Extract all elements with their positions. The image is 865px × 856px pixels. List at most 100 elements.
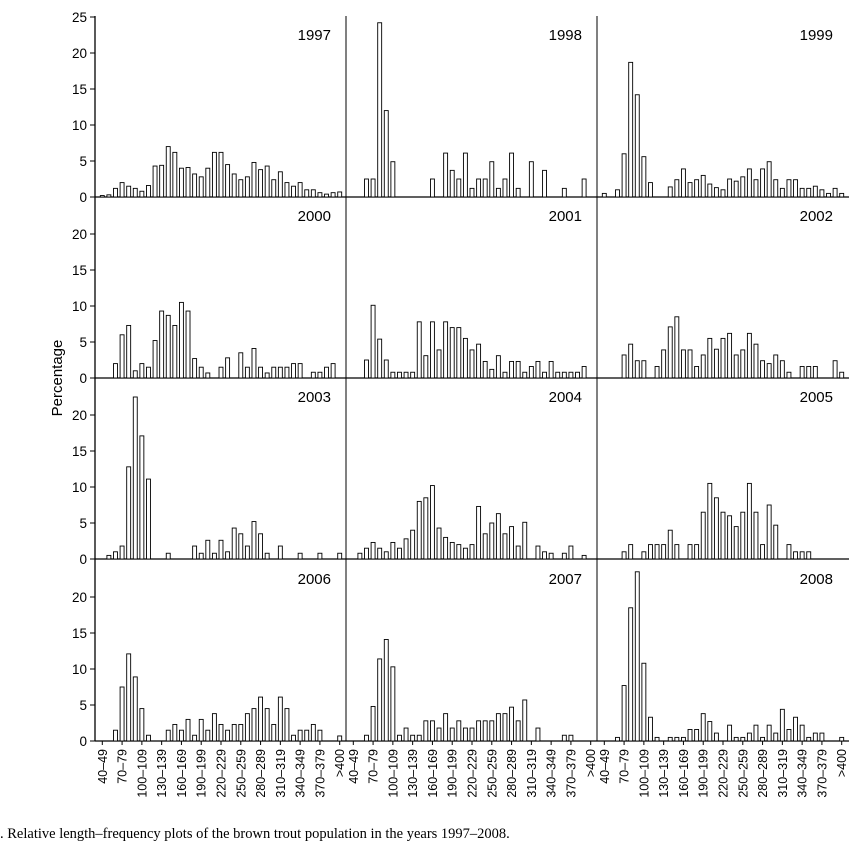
bar [106, 554, 112, 560]
bar [786, 179, 792, 198]
bar [364, 359, 369, 379]
bar [786, 729, 792, 742]
bar [700, 354, 706, 379]
panel-1998: 1998 [364, 22, 587, 198]
bar [812, 185, 818, 198]
bar [364, 178, 369, 198]
bar [621, 551, 627, 560]
bar [205, 729, 211, 742]
bar [476, 178, 482, 198]
bar [231, 527, 237, 560]
bar [515, 720, 521, 742]
bar [812, 732, 818, 742]
bar [198, 718, 204, 742]
bar [423, 355, 429, 379]
bar [779, 360, 785, 379]
x-tick-label: 190–199 [446, 749, 460, 798]
bar [456, 327, 462, 379]
bar [687, 544, 693, 560]
bar [165, 314, 171, 379]
y-tick-label: 15 [72, 263, 87, 278]
bar [628, 544, 634, 560]
bar [251, 161, 257, 198]
y-tick-label: 10 [72, 118, 87, 133]
bar [291, 363, 296, 379]
bar [489, 368, 495, 379]
bar [515, 545, 521, 560]
bar [165, 552, 171, 560]
bar [740, 511, 746, 560]
x-tick-label: 100–109 [386, 749, 400, 798]
bar [244, 366, 250, 379]
bar [548, 552, 554, 560]
y-axis: 0 5 10 15 20 [72, 227, 95, 386]
bar [621, 354, 627, 379]
x-axis: 40–49 70–79 100–109 130–139 160–169 190–199 22… [96, 741, 347, 798]
y-tick-label: 5 [79, 516, 87, 531]
bar [601, 192, 607, 198]
bar [674, 179, 680, 198]
bar [522, 521, 528, 560]
bar [337, 552, 343, 560]
bar [561, 187, 567, 198]
bar [297, 363, 303, 379]
y-tick-label: 5 [79, 154, 87, 169]
bar [258, 533, 263, 560]
bar [205, 372, 211, 379]
bar [681, 736, 686, 742]
bar [694, 544, 700, 560]
bar [615, 736, 620, 742]
y-axis: 0 5 10 15 20 [72, 408, 95, 567]
bar [535, 545, 541, 560]
bar [370, 705, 376, 742]
bar [793, 551, 798, 560]
bar [509, 526, 514, 560]
y-tick-label: 0 [79, 734, 87, 749]
bar [561, 552, 567, 560]
bar [542, 169, 547, 198]
bar [423, 720, 429, 742]
bar [277, 366, 283, 379]
bar [211, 713, 217, 742]
bar [753, 724, 759, 742]
bar [746, 732, 752, 742]
y-tick-label: 20 [72, 46, 87, 61]
bar [192, 545, 198, 560]
bar [410, 371, 416, 379]
bar [495, 713, 501, 742]
bar [218, 723, 224, 742]
bar [357, 552, 363, 560]
x-tick-label: 280–289 [505, 749, 519, 798]
bar [436, 527, 442, 560]
bar [495, 513, 501, 560]
bar [152, 165, 158, 198]
bar [416, 500, 422, 560]
bar [172, 324, 178, 379]
bar [198, 176, 204, 198]
bar [727, 724, 733, 742]
panel-year-label: 2002 [800, 208, 833, 225]
y-tick-label: 15 [72, 82, 87, 97]
bar [126, 185, 132, 198]
y-tick-label: 5 [79, 335, 87, 350]
bar [621, 685, 627, 742]
bar [449, 727, 455, 742]
panel-2003: 2003 [106, 389, 343, 560]
bar [773, 524, 779, 560]
bar [192, 358, 198, 379]
bar [225, 729, 231, 742]
y-axis-label: Percentage [49, 340, 66, 417]
bar [482, 178, 488, 198]
x-tick-label: 370–379 [815, 749, 829, 798]
y-tick-label: 20 [72, 590, 87, 605]
bar [694, 729, 700, 742]
bar [648, 716, 653, 742]
bar [654, 366, 660, 379]
bar [575, 371, 580, 379]
bar [390, 161, 396, 198]
bar [126, 324, 132, 379]
bar [456, 178, 462, 198]
bar [211, 552, 217, 560]
bar [707, 482, 713, 560]
